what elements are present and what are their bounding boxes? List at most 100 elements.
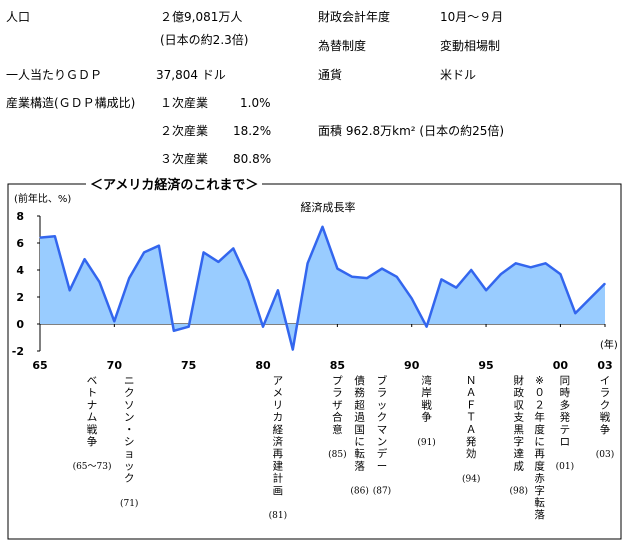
annotation-char: 画 [273, 485, 284, 497]
annotation-char: Ｎ [466, 375, 477, 387]
data-point [485, 289, 487, 291]
annotation-char: 政 [514, 386, 525, 399]
annotation-char: ブ [377, 374, 388, 387]
annotation-year: (87) [373, 486, 391, 497]
y-tick-label: 6 [16, 237, 24, 250]
annotation-char: ッ [124, 460, 135, 472]
x-tick-label: 80 [255, 359, 271, 372]
annotation-char: ラ [600, 387, 611, 399]
data-point [188, 326, 190, 328]
annotation-char: マ [377, 424, 388, 436]
annotation-char: ア [273, 375, 284, 387]
data-point [500, 273, 502, 275]
annotation-char: に [354, 436, 365, 448]
y-tick-label: 0 [16, 318, 24, 331]
data-point [113, 320, 115, 322]
currency-label: 通貨 [318, 68, 343, 82]
x-tick-label: 90 [404, 359, 420, 372]
x-tick-label: 75 [181, 359, 196, 372]
annotation-char: ラ [332, 387, 343, 399]
x-tick-label: 03 [597, 359, 612, 372]
annotation-char: 湾 [421, 374, 432, 387]
fiscal-year-value: 10月～９月 [440, 10, 504, 24]
data-point [396, 276, 398, 278]
annotation-char: 国 [354, 424, 365, 436]
annotation-char: 成 [514, 460, 525, 472]
annotation-char: 多 [560, 398, 571, 411]
data-point [173, 330, 175, 332]
annotation-char: ク [124, 387, 135, 399]
primary-label: １次産業 [160, 96, 209, 110]
currency-value: 米ドル [440, 68, 477, 82]
annotation-year: (01) [556, 461, 574, 472]
data-point [292, 349, 294, 351]
tertiary-label: ３次産業 [160, 152, 209, 166]
annotation-char: ョ [124, 448, 135, 460]
annotation-char: テ [560, 424, 571, 436]
industry-label: 産業構造(ＧＤＰ構成比) [6, 96, 136, 110]
y-tick-label: 8 [16, 210, 24, 223]
annotation-char: 過 [354, 412, 365, 424]
annotation-char: 字 [534, 484, 545, 497]
annotation-char: 年 [534, 411, 545, 424]
annotation-char: 落 [354, 460, 365, 472]
annotation-char: ク [124, 473, 135, 485]
data-point [544, 262, 547, 264]
annotation-char: 計 [273, 472, 284, 485]
data-point [440, 278, 442, 280]
data-point [366, 277, 368, 279]
data-point [69, 289, 71, 291]
annotation-char: シ [124, 436, 135, 448]
area-text: 面積 962.8万km² (日本の約25倍) [318, 124, 505, 138]
annotation-year: (94) [462, 473, 480, 484]
annotation-char: 経 [273, 423, 284, 436]
annotation-char: メ [273, 387, 284, 399]
annotation-year: (91) [417, 437, 435, 448]
data-point [307, 262, 309, 264]
x-tick-label: 65 [32, 359, 47, 372]
annotation-char: リ [273, 399, 284, 411]
annotation-char: 発 [560, 411, 571, 424]
data-point [158, 245, 160, 247]
annotation-char: 争 [421, 411, 432, 424]
x-tick-label: 00 [553, 359, 569, 372]
annotation-year: (85) [328, 449, 346, 460]
annotation-char: 争 [600, 423, 611, 436]
data-point [262, 326, 264, 328]
annotation-char: ナ [87, 399, 98, 411]
annotation-char: Ａ [466, 424, 477, 436]
data-point [530, 266, 532, 268]
population-value: ２億9,081万人 [160, 10, 243, 24]
annotation-char: ム [87, 412, 98, 424]
annotation-char: ０ [534, 387, 545, 399]
data-point [321, 226, 324, 228]
annotation-char: 支 [514, 412, 525, 424]
data-point [39, 237, 41, 239]
population-note: (日本の約2.3倍) [160, 33, 249, 47]
annotation-char: 度 [534, 423, 545, 436]
data-point [515, 262, 517, 264]
growth-area [40, 226, 605, 350]
annotation-char: ニ [124, 375, 135, 387]
data-point [203, 251, 205, 253]
data-point [98, 281, 101, 283]
y-tick-label: -2 [12, 345, 24, 358]
data-point [232, 247, 234, 249]
data-point [336, 268, 338, 270]
annotation-char: 争 [87, 435, 98, 448]
x-axis-label: (年) [600, 338, 618, 351]
annotation-char: ２ [534, 399, 545, 411]
annotation-char: ク [377, 412, 388, 424]
annotation-year: (65～73) [73, 461, 112, 472]
annotation-char: ー [377, 460, 388, 472]
annotation-char: 戦 [600, 411, 611, 424]
data-point [574, 312, 576, 314]
data-point [426, 326, 428, 328]
annotation-char: ベ [87, 375, 98, 387]
annotation-char: 済 [273, 435, 284, 448]
annotation-char: 合 [332, 411, 343, 424]
annotation-char: 転 [534, 497, 545, 509]
annotation-char: 転 [354, 448, 365, 460]
data-point [217, 261, 219, 263]
